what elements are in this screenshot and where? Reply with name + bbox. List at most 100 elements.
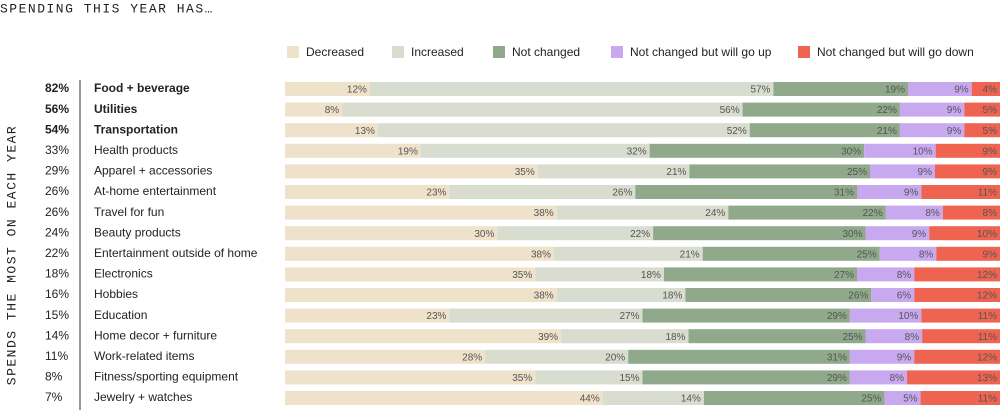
legend-label: Not changed but will go up [630, 45, 772, 59]
bar-segment [885, 205, 943, 220]
value-label: 8% [890, 373, 905, 384]
value-label: 22% [630, 229, 650, 240]
bar-segment [663, 267, 857, 282]
bar-segment [929, 226, 1000, 241]
value-label: 31% [827, 352, 847, 363]
value-label: 12% [347, 85, 367, 96]
value-label: 6% [897, 291, 912, 302]
value-label: 18% [641, 270, 661, 281]
share-label: 11% [45, 349, 68, 363]
category-label: Food + beverage [94, 81, 190, 95]
value-label: 11% [978, 332, 997, 343]
bar-segment [285, 82, 370, 96]
legend-swatch [287, 46, 299, 58]
y-axis-title: SPENDS THE MOST ON EACH YEAR [4, 125, 19, 385]
value-label: 30% [842, 229, 862, 240]
share-label: 14% [45, 328, 69, 342]
bar-segment [703, 391, 885, 405]
bar-segment [285, 205, 557, 220]
value-label: 11% [978, 311, 997, 322]
category-label: Apparel + accessories [94, 164, 212, 178]
bar-segment [935, 143, 1000, 158]
value-label: 39% [538, 332, 558, 343]
value-label: 8% [919, 249, 934, 260]
value-label: 29% [827, 311, 847, 322]
bar-segment [864, 143, 936, 158]
bar-segment [914, 349, 1000, 364]
value-label: 9% [983, 167, 998, 178]
bar-segment [685, 288, 872, 302]
value-label: 25% [847, 167, 867, 178]
share-label: 26% [45, 184, 69, 198]
value-label: 9% [918, 167, 933, 178]
bar-segment [871, 288, 915, 302]
value-label: 38% [534, 291, 554, 302]
value-label: 5% [983, 126, 998, 137]
value-label: 21% [680, 249, 700, 260]
value-label: 38% [531, 249, 551, 260]
bar-segment [485, 349, 629, 364]
value-label: 19% [398, 146, 418, 157]
value-label: 57% [750, 85, 770, 96]
value-label: 35% [512, 270, 532, 281]
bar-segment [420, 143, 650, 158]
value-label: 9% [904, 188, 919, 199]
category-label: Jewelry + watches [94, 390, 192, 404]
value-label: 32% [627, 146, 647, 157]
bar-segment [907, 82, 972, 96]
share-label: 18% [45, 267, 69, 281]
bar-segment [773, 82, 908, 96]
value-label: 25% [861, 394, 881, 405]
category-label: Beauty products [94, 225, 181, 239]
share-label: 7% [45, 390, 63, 404]
category-label: Home decor + furniture [94, 328, 217, 342]
bar-segment [884, 391, 921, 405]
value-label: 19% [885, 85, 905, 96]
bar-segment [907, 370, 1000, 385]
share-label: 26% [45, 205, 69, 219]
value-label: 13% [977, 373, 997, 384]
legend-swatch [611, 46, 623, 58]
category-label: Health products [94, 143, 178, 157]
share-label: 24% [45, 225, 69, 239]
bar-segment [857, 267, 915, 282]
value-label: 23% [426, 311, 446, 322]
bar-segment [285, 246, 555, 261]
bar-segment [285, 102, 343, 117]
bar-segment [971, 82, 1000, 96]
bar-segment [556, 288, 686, 302]
category-label: Education [94, 308, 147, 322]
value-label: 20% [605, 352, 625, 363]
bar-segment [688, 329, 866, 344]
bar-segment [377, 123, 750, 138]
bar-segment [535, 370, 643, 385]
bar-segment [285, 349, 486, 364]
value-label: 30% [474, 229, 494, 240]
category-label: Utilities [94, 102, 138, 116]
bar-segment [556, 205, 729, 220]
bar-segment [285, 143, 421, 158]
value-label: 21% [666, 167, 686, 178]
bar-segment [285, 370, 536, 385]
value-label: 9% [897, 352, 912, 363]
share-label: 54% [45, 122, 69, 136]
bar-segment [865, 329, 923, 344]
value-label: 8% [925, 208, 940, 219]
bar-segment [742, 102, 900, 117]
value-label: 4% [983, 85, 998, 96]
value-label: 35% [515, 167, 535, 178]
value-label: 25% [842, 332, 862, 343]
value-label: 9% [983, 249, 998, 260]
share-label: 82% [45, 81, 69, 95]
category-label: Travel for fun [94, 205, 164, 219]
value-label: 5% [903, 394, 918, 405]
value-label: 15% [619, 373, 639, 384]
value-label: 28% [462, 352, 482, 363]
bar-segment [642, 370, 850, 385]
share-label: 16% [45, 287, 69, 301]
value-label: 10% [913, 146, 933, 157]
value-label: 29% [827, 373, 847, 384]
bar-segment [702, 246, 880, 261]
bar-segment [870, 164, 935, 179]
bar-segment [749, 123, 900, 138]
